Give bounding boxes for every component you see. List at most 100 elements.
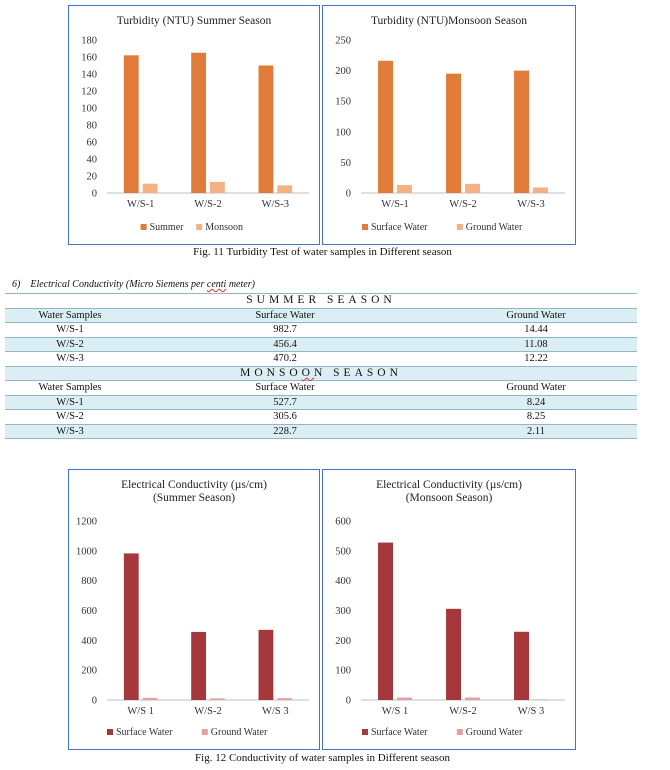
- y-tick-label: 120: [81, 87, 97, 98]
- bar-ground-water-2: [465, 697, 480, 700]
- legend-swatch: [456, 224, 463, 230]
- table-cell: 12.22: [435, 351, 638, 367]
- figure-12-caption: Fig. 12 Conductivity of water samples in…: [195, 752, 450, 764]
- bar-ground-water-1: [142, 697, 158, 700]
- bar-ground-water-3: [533, 699, 548, 700]
- y-tick-label: 500: [335, 546, 351, 557]
- conductivity-table: SUMMER SEASON Water Samples Surface Wate…: [5, 293, 638, 439]
- chart-subtitle: (Summer Season): [153, 492, 235, 504]
- table-cell: 228.7: [135, 424, 435, 439]
- x-tick-label: W/S-3: [262, 199, 289, 210]
- x-tick-label: W/S-2: [449, 706, 476, 717]
- legend-swatch: [362, 729, 368, 735]
- header-ground-water: Ground Water: [435, 380, 638, 396]
- table-cell: 305.6: [135, 409, 435, 425]
- y-tick-label: 100: [335, 666, 351, 677]
- table-cell: W/S-1: [5, 322, 135, 338]
- header-ground-water: Ground Water: [435, 308, 638, 323]
- x-tick-label: W/S 1: [382, 706, 409, 717]
- bar-ground-water-1: [397, 185, 412, 193]
- legend-label: Surface Water: [371, 727, 428, 738]
- table-cell: 8.24: [435, 395, 638, 410]
- chart-title: Turbidity (NTU)Monsoon Season: [371, 15, 527, 27]
- bar-surface-water-1: [378, 542, 393, 700]
- table-cell: W/S-1: [5, 395, 135, 410]
- bar-surface-water-3: [514, 631, 529, 700]
- y-tick-label: 0: [92, 696, 97, 707]
- bar-surface-water-2: [191, 631, 206, 700]
- x-tick-label: W/S-1: [127, 199, 154, 210]
- legend-swatch: [107, 729, 113, 735]
- bar-ground-water-2: [465, 183, 480, 193]
- table-row: W/S-1 527.7 8.24: [5, 395, 638, 410]
- x-tick-label: W/S-3: [517, 199, 544, 210]
- bar-ground-water-3: [533, 187, 548, 193]
- x-tick-label: W/S 3: [262, 706, 289, 717]
- y-tick-label: 180: [81, 36, 97, 47]
- y-tick-label: 60: [87, 138, 98, 149]
- x-tick-label: W/S 1: [127, 706, 154, 717]
- legend-swatch: [362, 224, 368, 230]
- monsoon-header-row: Water Samples Surface Water Ground Water: [5, 380, 638, 396]
- legend-label: Ground Water: [211, 727, 268, 738]
- y-tick-label: 400: [335, 576, 351, 587]
- table-cell: 982.7: [135, 322, 435, 338]
- chart-title: Electrical Conductivity (µs/cm): [121, 479, 267, 491]
- chart-title: Turbidity (NTU) Summer Season: [117, 15, 272, 27]
- chart-turbidity-monsoon: Turbidity (NTU)Monsoon Season 0 50 100 150 20…: [322, 5, 576, 245]
- table-cell: W/S-2: [5, 337, 135, 352]
- y-tick-label: 20: [87, 172, 98, 183]
- section-number: 6): [12, 279, 21, 290]
- monsoon-season-row: MONSOON SEASON: [5, 365, 638, 381]
- y-tick-label: 140: [81, 70, 97, 81]
- table-cell: 2.11: [435, 424, 638, 439]
- y-tick-label: 250: [335, 36, 351, 47]
- table-cell: 11.08: [435, 337, 638, 352]
- monsoon-title-flagged-letter: O: [301, 366, 314, 379]
- y-tick-label: 0: [346, 189, 351, 200]
- section-title-flagged-word: centi: [206, 279, 227, 290]
- table-row: W/S-2 305.6 8.25: [5, 409, 638, 425]
- y-tick-label: 200: [81, 666, 97, 677]
- y-tick-label: 300: [335, 606, 351, 617]
- y-tick-label: 50: [341, 158, 352, 169]
- bar-surface-water-3: [258, 629, 274, 700]
- y-tick-label: 600: [335, 517, 351, 528]
- table-cell: W/S-3: [5, 424, 135, 439]
- y-tick-label: 600: [81, 606, 97, 617]
- y-tick-label: 150: [335, 97, 351, 108]
- monsoon-title-part1: MONSO: [240, 366, 302, 379]
- summer-season-title: SUMMER SEASON: [5, 293, 638, 309]
- header-water-samples: Water Samples: [5, 380, 135, 396]
- legend-label: Surface Water: [116, 727, 173, 738]
- header-surface-water: Surface Water: [135, 308, 435, 323]
- bar-monsoon-2: [210, 181, 225, 193]
- figure-11-caption: Fig. 11 Turbidity Test of water samples …: [193, 246, 452, 258]
- legend-label: Summer: [150, 222, 185, 233]
- y-tick-label: 1000: [76, 546, 97, 557]
- x-tick-label: W/S-2: [194, 199, 221, 210]
- table-cell: W/S-2: [5, 409, 135, 425]
- chart-title: Electrical Conductivity (µs/cm): [376, 479, 522, 491]
- table-cell: W/S-3: [5, 351, 135, 367]
- table-cell: 470.2: [135, 351, 435, 367]
- y-tick-label: 800: [81, 576, 97, 587]
- x-tick-label: W/S-2: [449, 199, 476, 210]
- table-cell: 527.7: [135, 395, 435, 410]
- chart-subtitle: (Monsoon Season): [406, 492, 493, 504]
- bar-surface-water-1: [378, 60, 393, 193]
- bar-ground-water-1: [397, 697, 412, 700]
- table-cell: 456.4: [135, 337, 435, 352]
- bar-ground-water-3: [277, 698, 293, 700]
- header-surface-water: Surface Water: [135, 380, 435, 396]
- y-tick-label: 100: [81, 104, 97, 115]
- bar-summer-3: [258, 65, 274, 193]
- section-title-part2: meter): [226, 279, 255, 290]
- chart-conductivity-monsoon: Electrical Conductivity (µs/cm) (Monsoon …: [322, 469, 576, 750]
- bar-monsoon-3: [277, 185, 293, 193]
- table-row: W/S-1 982.7 14.44: [5, 322, 638, 338]
- header-water-samples: Water Samples: [5, 308, 135, 323]
- table-row: W/S-2 456.4 11.08: [5, 337, 638, 352]
- table-row: W/S-3 228.7 2.11: [5, 424, 638, 439]
- bar-monsoon-1: [142, 183, 158, 193]
